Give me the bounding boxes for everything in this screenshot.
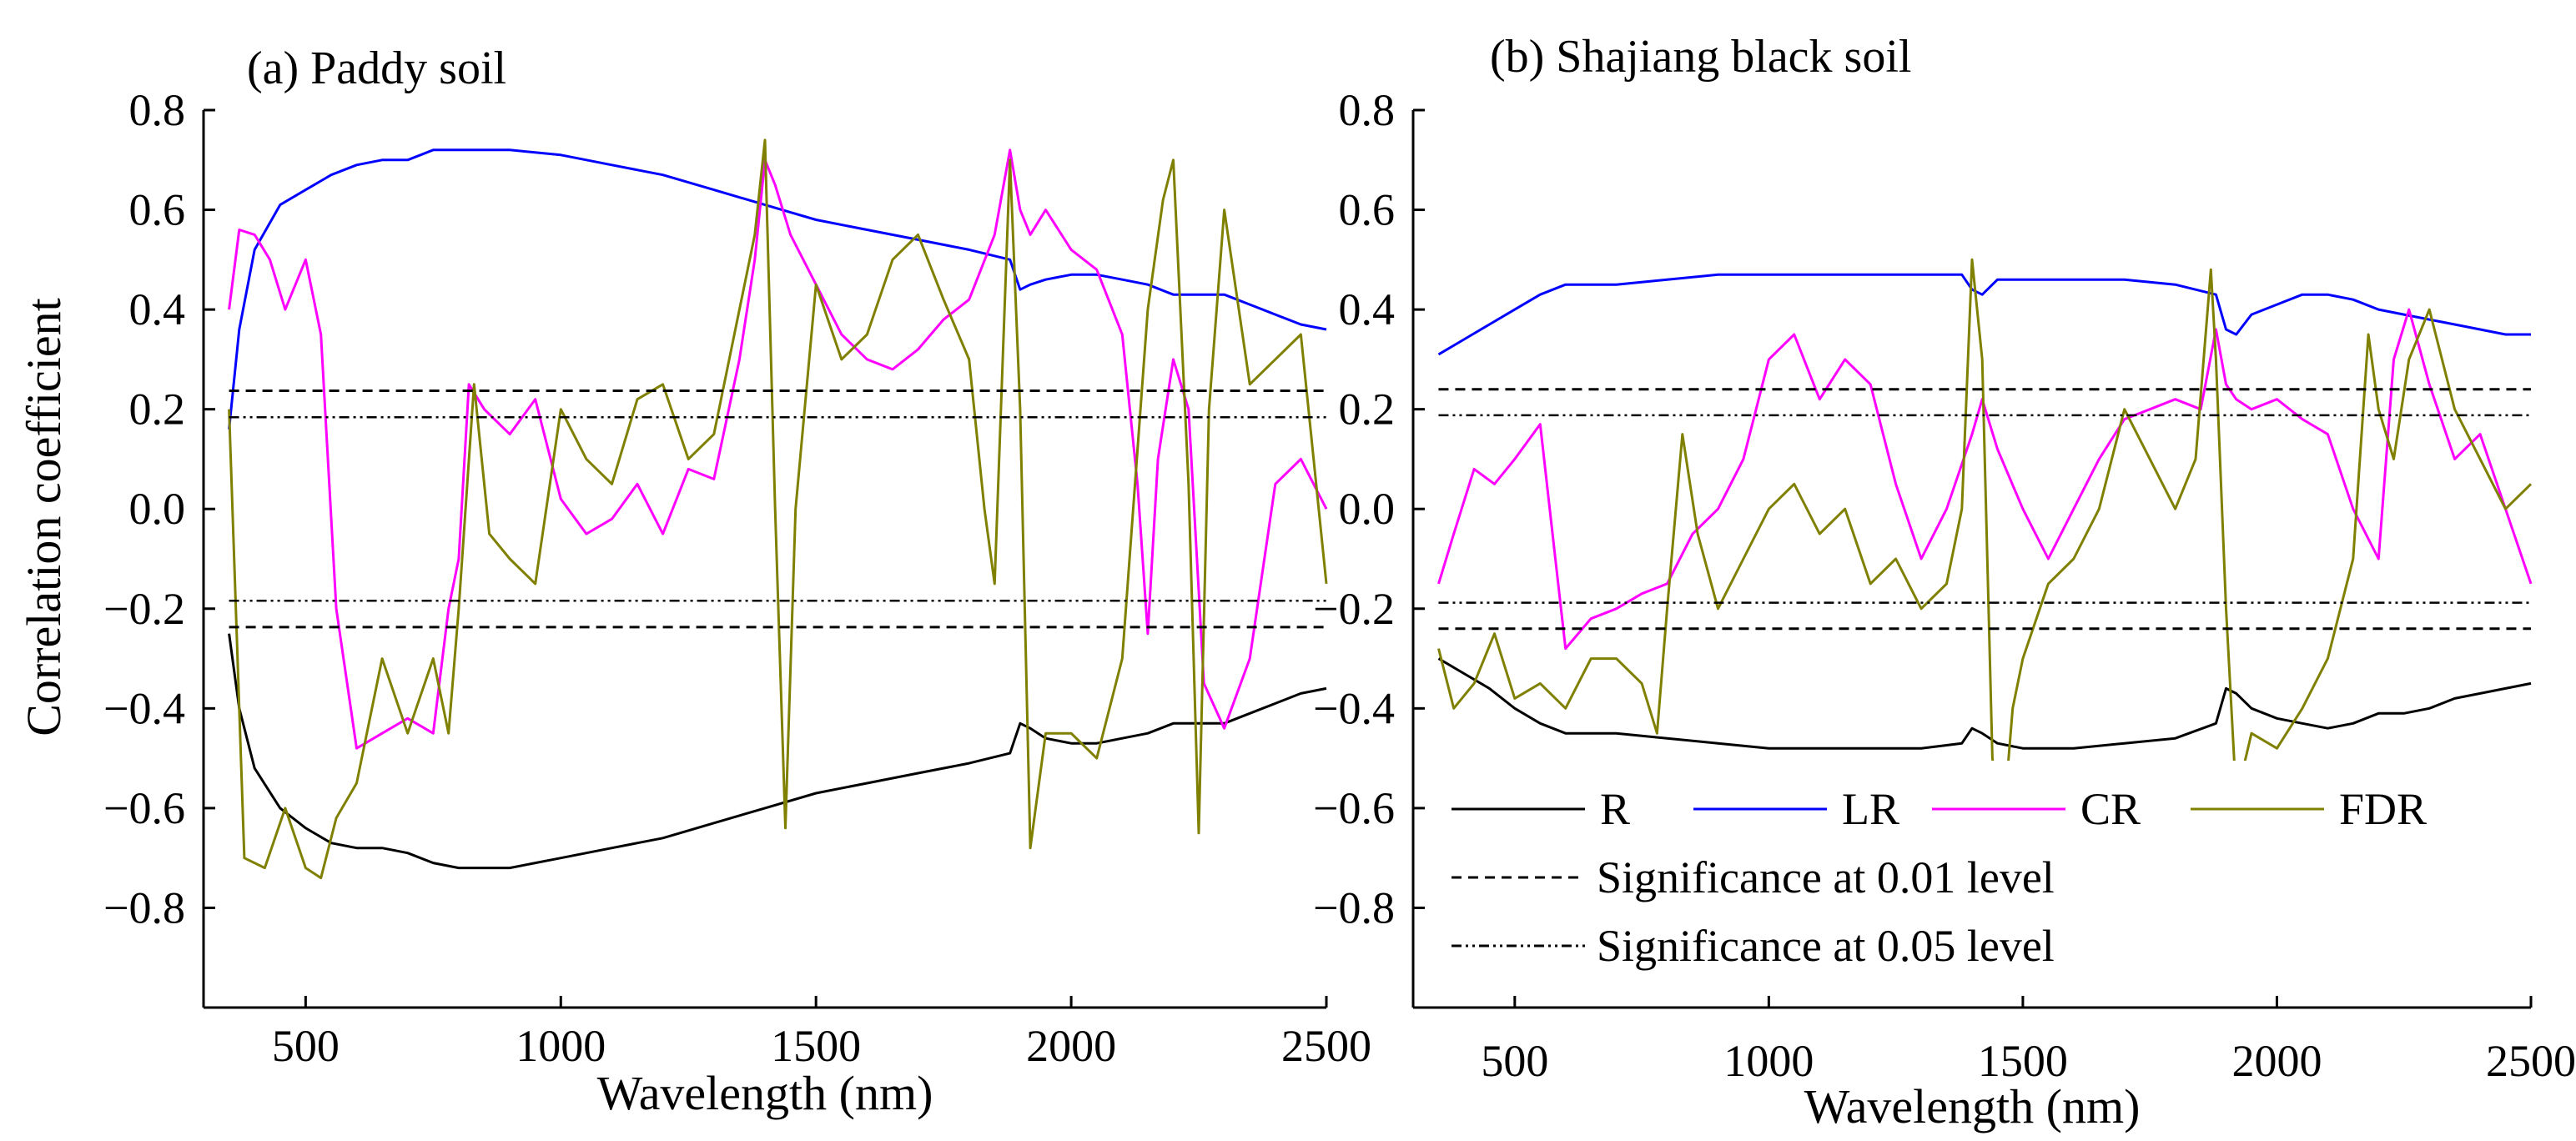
legend: R LR CR FDR Significance at 0.01 level S… — [1443, 761, 2519, 986]
legend-label-cr: CR — [2080, 784, 2141, 834]
x-tick-label: 500 — [1481, 1036, 1548, 1086]
panel-a-significance-lines — [229, 390, 1326, 629]
series-line-r — [228, 633, 1327, 870]
y-tick-label: 0.6 — [129, 185, 186, 235]
y-tick-label: −0.8 — [103, 882, 185, 932]
y-tick-label: 0.2 — [129, 385, 186, 435]
series-line-fdr — [228, 138, 1328, 880]
panel-b-x-axis-label: Wavelength (nm) — [1804, 1079, 2141, 1133]
y-tick-label: −0.2 — [103, 584, 185, 634]
panel-a-y-ticks: 0.8 0.6 0.4 0.2 0.0 −0.2 −0.4 −0.6 −0.8 — [103, 85, 215, 932]
x-tick-label: 500 — [272, 1021, 340, 1071]
y-tick-label: 0.2 — [1339, 385, 1396, 435]
panel-a-series-group — [228, 138, 1328, 880]
x-tick-label: 2000 — [1026, 1021, 1116, 1071]
y-tick-label: −0.6 — [1313, 783, 1395, 833]
series-line-lr — [228, 148, 1327, 430]
panel-shajiang-black-soil: (b) Shajiang black soil 0.8 0.6 0.4 0.2 0.0 −… — [1313, 31, 2576, 1133]
legend-entry-fdr: FDR — [2191, 784, 2427, 834]
y-tick-label: 0.0 — [1339, 484, 1396, 534]
x-tick-label: 2000 — [2231, 1036, 2322, 1086]
panel-b-y-ticks: 0.8 0.6 0.4 0.2 0.0 −0.2 −0.4 −0.6 −0.8 — [1313, 85, 1425, 932]
x-tick-label: 2500 — [2486, 1036, 2576, 1086]
legend-entry-r: R — [1452, 784, 1630, 834]
series-line-r — [1437, 657, 2532, 750]
legend-label-r: R — [1600, 784, 1630, 834]
legend-label-sig001: Significance at 0.01 level — [1597, 852, 2055, 902]
panel-paddy-soil: (a) Paddy soil 0.8 0.6 0.4 0.2 0.0 −0.2 −0.4 −0… — [17, 43, 1371, 1120]
legend-entry-sig001: Significance at 0.01 level — [1452, 852, 2055, 902]
x-tick-label: 1000 — [1723, 1036, 1814, 1086]
series-line-cr — [1437, 308, 2533, 651]
y-tick-label: −0.4 — [1313, 683, 1395, 733]
y-tick-label: −0.8 — [1313, 882, 1395, 932]
y-tick-label: 0.8 — [129, 85, 186, 135]
y-axis-label: Correlation coefficient — [17, 298, 71, 736]
panel-b-significance-lines — [1438, 388, 2531, 631]
y-tick-label: −0.4 — [103, 683, 185, 733]
panel-a-x-ticks: 500 1000 1500 2000 2500 — [272, 996, 1371, 1071]
legend-entry-cr: CR — [1932, 784, 2141, 834]
legend-background — [1443, 761, 2519, 986]
y-tick-label: 0.4 — [129, 284, 186, 334]
y-tick-label: −0.2 — [1313, 584, 1395, 634]
legend-label-fdr: FDR — [2339, 784, 2427, 834]
panel-b-title: (b) Shajiang black soil — [1490, 31, 1911, 83]
panel-a-x-axis-label: Wavelength (nm) — [597, 1066, 933, 1120]
y-tick-label: −0.6 — [103, 783, 185, 833]
legend-label-sig005: Significance at 0.05 level — [1597, 921, 2055, 971]
panel-b-x-ticks: 500 1000 1500 2000 2500 — [1481, 996, 2576, 1086]
x-tick-label: 2500 — [1281, 1021, 1371, 1071]
x-tick-label: 1000 — [516, 1021, 606, 1071]
panel-a-title: (a) Paddy soil — [247, 43, 506, 94]
y-tick-label: 0.6 — [1339, 185, 1396, 235]
y-tick-label: 0.0 — [129, 484, 186, 534]
legend-label-lr: LR — [1842, 784, 1899, 834]
series-line-cr — [228, 148, 1328, 750]
y-tick-label: 0.8 — [1339, 85, 1396, 135]
y-tick-label: 0.4 — [1339, 284, 1396, 334]
x-tick-label: 1500 — [1978, 1036, 2068, 1086]
x-tick-label: 1500 — [771, 1021, 861, 1071]
series-line-lr — [1437, 273, 2531, 356]
legend-entry-lr: LR — [1693, 784, 1899, 834]
legend-entry-sig005: Significance at 0.05 level — [1452, 921, 2055, 971]
